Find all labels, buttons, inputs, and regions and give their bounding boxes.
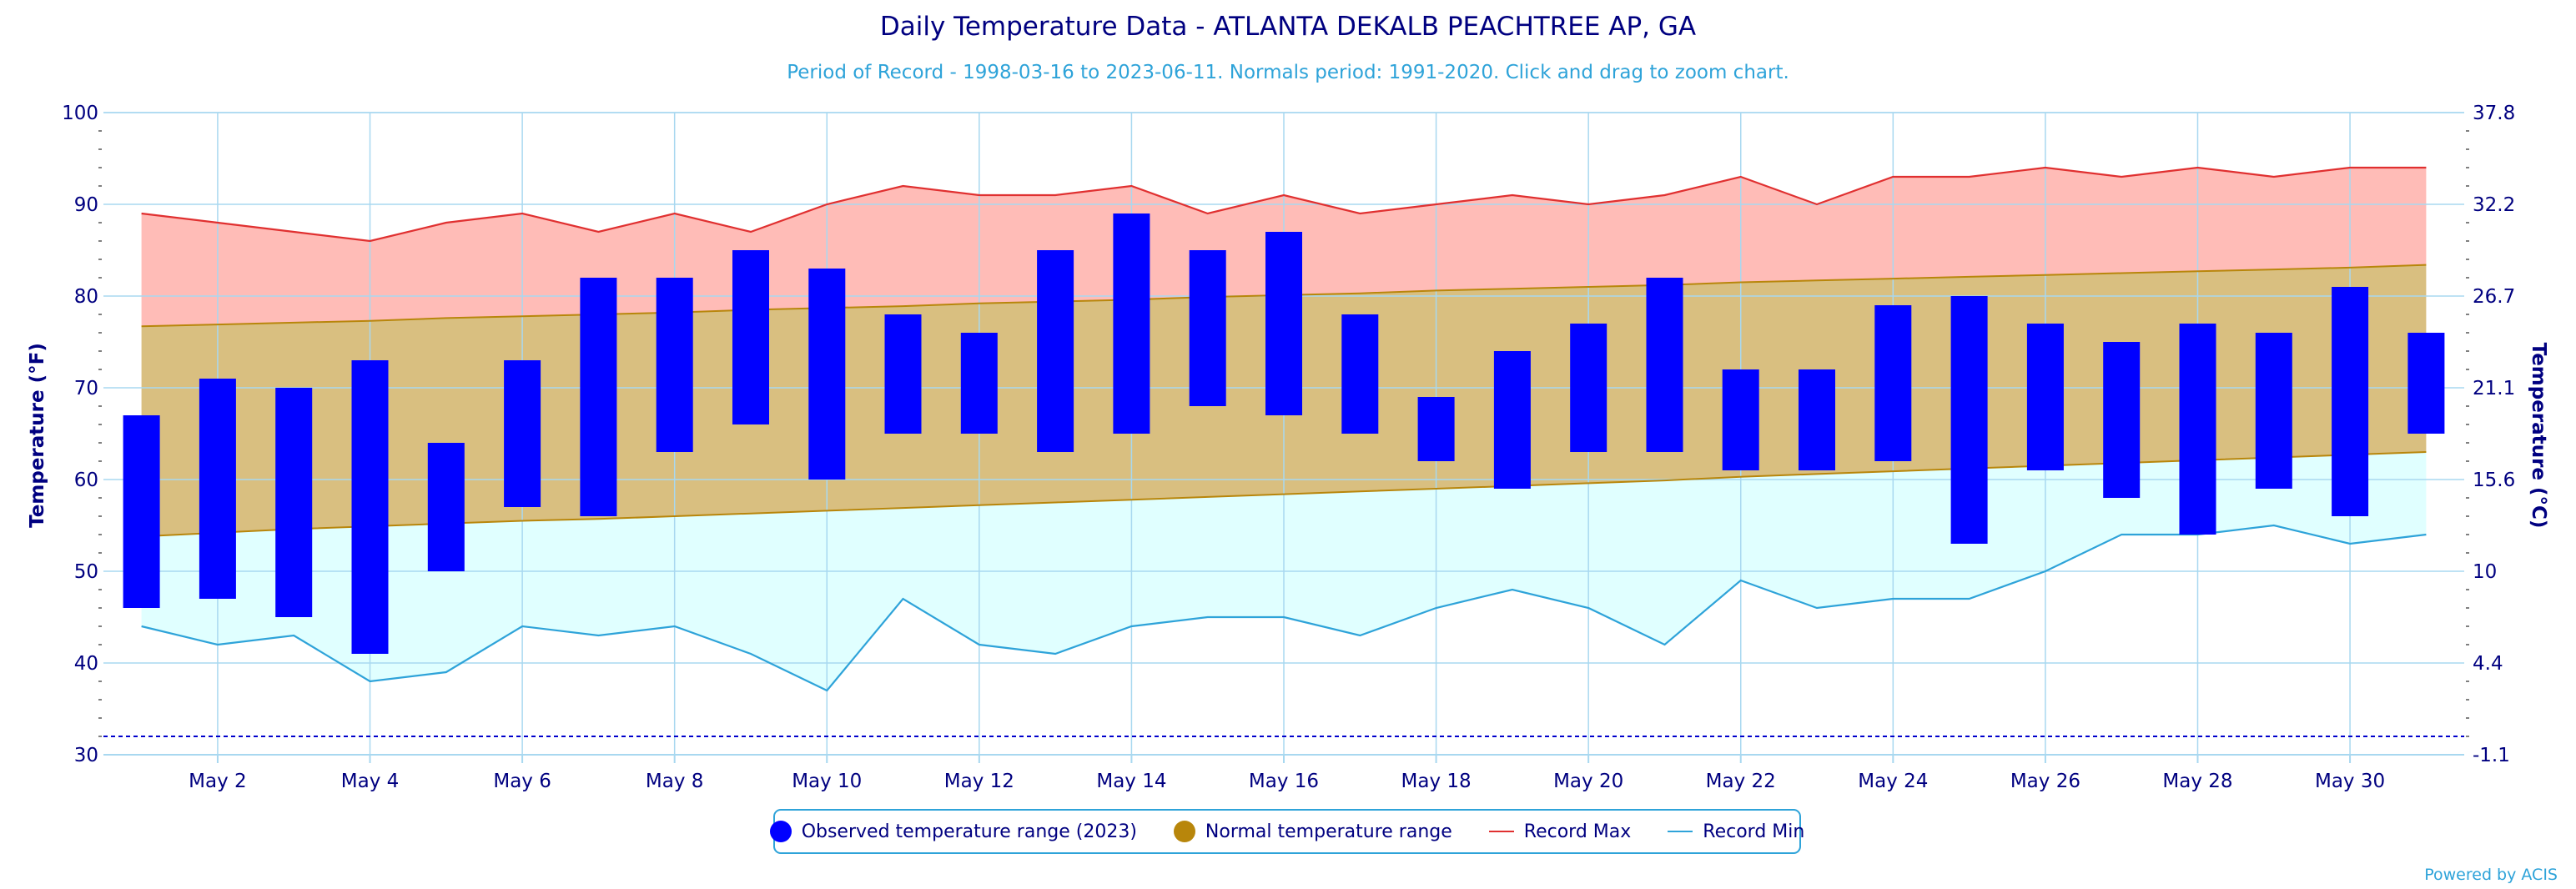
x-tick-label: May 14 [1096,771,1166,792]
observed-range-bar [504,360,541,507]
y-tick-label-left: 50 [74,561,98,583]
observed-range-bar [427,443,465,571]
observed-range-bar [1417,397,1455,461]
observed-range-bar [1570,324,1607,452]
y-tick-label-right: 15.6 [2473,470,2515,491]
normal-swatch-icon [1173,821,1195,842]
x-tick-label: May 10 [792,771,862,792]
observed-range-bar [1341,314,1379,434]
x-tick-label: May 2 [189,771,247,792]
y-tick-label-right: 4.4 [2473,653,2503,675]
observed-range-bar [2026,324,2064,470]
record-min-line [141,524,2427,692]
observed-range-bar [2255,333,2292,489]
observed-range-bar [2332,287,2369,516]
record-max-line [141,166,2427,243]
y-tick-label-right: 21.1 [2473,378,2515,399]
legend-item-normal[interactable]: Normal temperature range [1173,821,1452,842]
chart-legend: Observed temperature range (2023) Normal… [769,809,1804,854]
x-tick-label: May 22 [1706,771,1776,792]
observed-range-bar [884,314,922,434]
observed-range-bar [1646,278,1683,452]
legend-label-normal: Normal temperature range [1205,821,1452,842]
observed-range-bar [580,278,617,516]
y-tick-label-left: 60 [74,470,98,491]
x-tick-label: May 30 [2315,771,2385,792]
observed-range-bar [808,269,846,480]
observed-range-bar [1799,369,1835,470]
x-tick-label: May 26 [2010,771,2080,792]
observed-range-bar [1037,250,1074,452]
legend-label-record-min: Record Min [1703,821,1805,842]
observed-range-bar [275,388,313,617]
legend-label-record-max: Record Max [1523,821,1632,842]
y-axis-label-right: Temperature (°C) [2528,342,2549,529]
observed-range-bar [1113,213,1150,434]
y-tick-label-left: 40 [74,653,98,675]
y-tick-label-right: 37.8 [2473,103,2515,124]
y-tick-label-left: 80 [74,286,98,308]
y-axis-label-left: Temperature (°F) [27,343,48,528]
observed-range-bar [2103,342,2141,498]
x-tick-label: May 16 [1249,771,1319,792]
legend-item-record-min[interactable]: Record Min [1668,821,1804,842]
observed-swatch-icon [769,821,792,842]
y-tick-label-right: -1.1 [2473,745,2510,766]
y-tick-label-left: 90 [74,194,98,216]
x-tick-label: May 12 [944,771,1014,792]
record-min-line-icon [1668,831,1693,832]
observed-range-bar [960,333,998,434]
observed-range-bar [1265,232,1302,415]
x-tick-label: May 24 [1858,771,1928,792]
x-tick-label: May 18 [1401,771,1472,792]
observed-range-bar [1493,351,1531,489]
y-tick-label-right: 10 [2473,561,2497,583]
observed-range-bar [1874,305,1912,461]
observed-range-bar [199,379,236,599]
y-tick-label-right: 26.7 [2473,286,2515,308]
y-tick-label-left: 30 [74,745,98,766]
observed-range-bar [2179,324,2216,535]
x-tick-label: May 20 [1553,771,1623,792]
chart-subtitle: Period of Record - 1998-03-16 to 2023-06… [787,62,1789,83]
observed-range-bar [1189,250,1226,406]
chart-title: Daily Temperature Data - ATLANTA DEKALB … [879,12,1697,42]
x-tick-label: May 8 [646,771,704,792]
x-tick-label: May 4 [341,771,400,792]
record-max-line-icon [1488,831,1514,832]
legend-item-observed[interactable]: Observed temperature range (2023) [769,821,1137,842]
observed-range-bar [1950,296,1988,544]
y-tick-label-left: 70 [74,378,98,399]
legend-label-observed: Observed temperature range (2023) [801,821,1137,842]
y-tick-label-left: 100 [62,103,98,124]
observed-range-bar [123,415,160,608]
y-tick-label-right: 32.2 [2473,194,2515,216]
observed-range-bar [656,278,693,452]
observed-range-bar [2407,333,2445,434]
legend-item-record-max[interactable]: Record Max [1488,821,1632,842]
observed-range-bar [1722,369,1759,470]
observed-range-bar [732,250,769,424]
x-tick-label: May 28 [2162,771,2232,792]
x-tick-label: May 6 [493,771,551,792]
powered-by-link[interactable]: Powered by ACIS [2424,866,2558,884]
observed-range-bar [351,360,389,654]
